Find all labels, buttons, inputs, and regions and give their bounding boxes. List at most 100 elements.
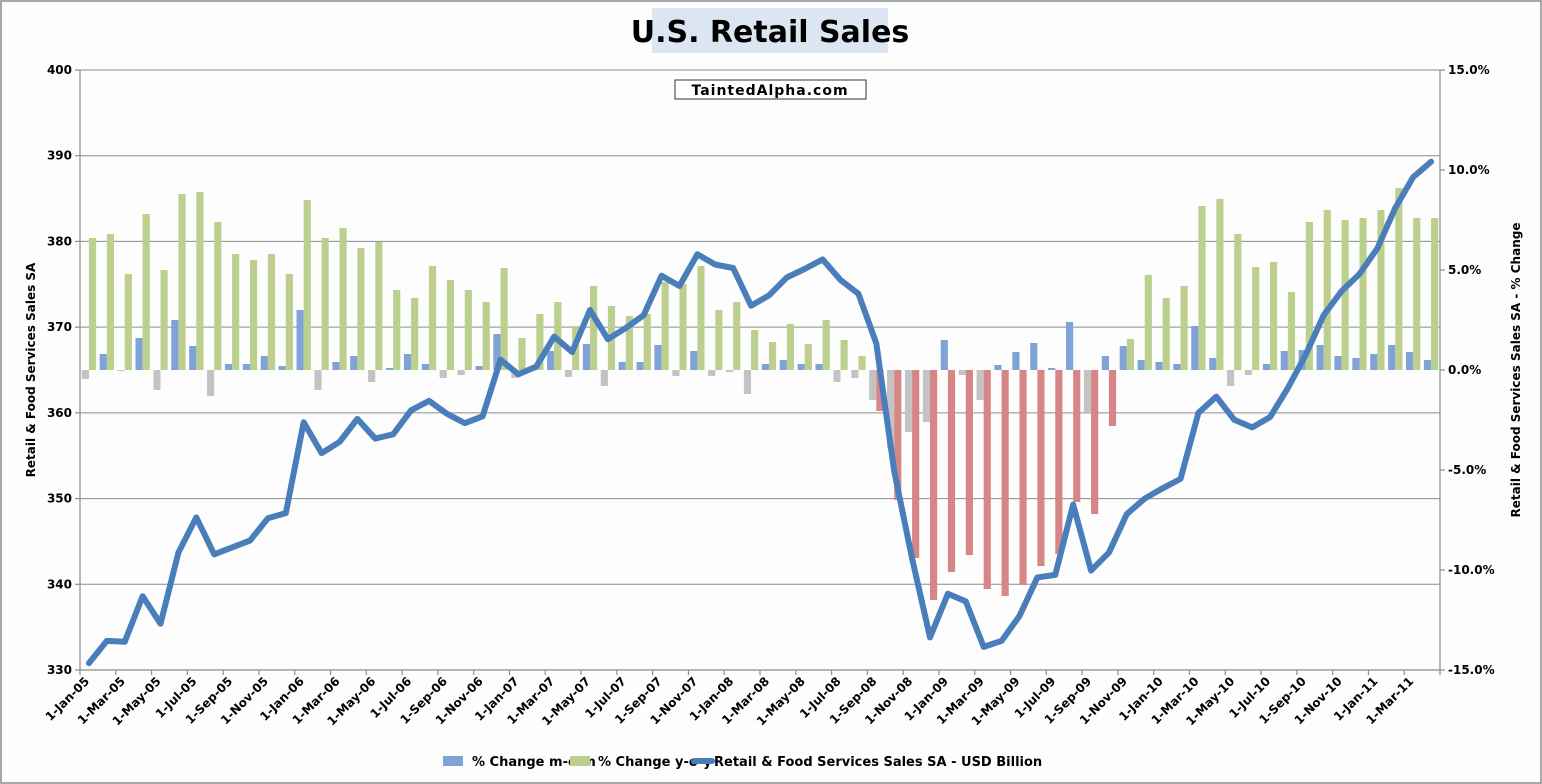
yoy-bar: [321, 238, 329, 370]
left-tick-label: 400: [47, 63, 72, 77]
yoy-bar: [214, 222, 222, 370]
mom-bar: [1244, 370, 1253, 375]
legend-item-mom[interactable]: % Change m-o-m: [443, 755, 596, 770]
yoy-bar: [661, 282, 669, 370]
yoy-bar: [1198, 206, 1206, 370]
mom-bar: [851, 370, 859, 378]
legend-item-sales[interactable]: Retail & Food Services Sales SA - USD Bi…: [691, 755, 1042, 770]
mom-bar: [815, 364, 823, 370]
yoy-bar: [1359, 218, 1367, 370]
yoy-bar: [840, 340, 848, 370]
legend-label-sales: Retail & Food Services Sales SA - USD Bi…: [714, 755, 1042, 770]
line-series: [85, 158, 1435, 667]
legend: % Change m-o-m % Change y-o-y Retail & F…: [443, 755, 1042, 770]
mom-bar: [350, 356, 358, 370]
yoy-bar: [285, 274, 293, 370]
mom-bar: [1388, 345, 1396, 370]
yoy-bar: [518, 338, 526, 370]
mom-bar: [403, 354, 412, 370]
mom-bar: [904, 370, 913, 432]
yoy-bar: [357, 248, 365, 370]
mom-bar: [314, 370, 322, 390]
mom-bar: [1280, 351, 1288, 370]
right-tick-label: -10.0%: [1448, 563, 1495, 577]
mom-bar: [976, 370, 984, 400]
yoy-bar: [1180, 286, 1188, 370]
yoy-bar: [804, 344, 812, 370]
yoy-bar: [1162, 298, 1170, 370]
yoy-bar: [786, 324, 794, 370]
yoy-bar: [232, 254, 240, 370]
yoy-bar: [393, 290, 401, 370]
mom-bar: [761, 364, 769, 370]
mom-bar: [618, 362, 626, 370]
bar-series: [81, 188, 1439, 600]
mom-bar: [1048, 368, 1056, 370]
left-axis-title: Retail & Food Services Sales SA: [24, 262, 38, 477]
mom-bar: [1423, 360, 1432, 370]
mom-bar: [1012, 352, 1020, 370]
mom-bar: [171, 320, 179, 370]
yoy-bar: [250, 260, 258, 370]
yoy-bar: [339, 228, 347, 370]
yoy-bar: [1305, 222, 1313, 370]
left-tick-label: 350: [47, 492, 72, 506]
yoy-bar: [464, 290, 472, 370]
mom-bar: [386, 368, 394, 370]
mom-bar: [1119, 346, 1127, 370]
yoy-bar: [124, 274, 132, 370]
yoy-bar: [1055, 370, 1063, 554]
yoy-bar: [1001, 370, 1009, 596]
mom-bar: [582, 344, 590, 370]
mom-bar: [296, 310, 304, 370]
mom-bar: [1191, 326, 1199, 370]
yoy-bar: [768, 342, 777, 370]
yoy-bar: [1287, 292, 1296, 370]
legend-swatch-yoy: [570, 756, 590, 766]
logo-text: TaintedAlpha.com: [691, 83, 848, 99]
yoy-bar: [1252, 267, 1260, 370]
yoy-bar: [1234, 234, 1242, 370]
mom-bar: [224, 364, 233, 370]
yoy-bar: [1144, 275, 1152, 370]
mom-bar: [1101, 356, 1109, 370]
mom-bar: [1316, 345, 1324, 370]
yoy-bar: [1073, 370, 1081, 502]
mom-bar: [564, 370, 573, 377]
yoy-bar: [482, 302, 490, 370]
mom-bar: [117, 370, 125, 371]
yoy-bar: [1431, 218, 1439, 370]
left-tick-label: 390: [47, 149, 72, 163]
right-tick-label: 0.0%: [1448, 363, 1481, 377]
yoy-bar: [142, 214, 150, 370]
yoy-bar: [1126, 339, 1134, 370]
left-tick-label: 370: [47, 320, 72, 334]
yoy-bar: [303, 200, 311, 370]
mom-bar: [600, 370, 608, 386]
yoy-bar: [1037, 370, 1045, 566]
yoy-bar: [1216, 199, 1224, 370]
mom-bar: [260, 356, 268, 370]
right-tick-label: 15.0%: [1448, 63, 1490, 77]
yoy-bar: [930, 370, 938, 600]
mom-bar: [797, 364, 805, 370]
legend-label-yoy: % Change y-o-y: [598, 755, 712, 770]
mom-bar: [672, 370, 680, 376]
yoy-bar: [697, 266, 705, 370]
yoy-bar: [1341, 220, 1349, 370]
mom-bar: [869, 370, 877, 400]
yoy-bar: [1323, 210, 1331, 370]
mom-bar: [743, 370, 752, 394]
title-background: [652, 8, 888, 53]
yoy-bar: [1377, 210, 1385, 370]
yoy-bar: [196, 192, 204, 370]
mom-bar: [135, 338, 143, 370]
mom-bar: [994, 365, 1002, 370]
legend-item-yoy[interactable]: % Change y-o-y: [570, 755, 712, 770]
mom-bar: [1227, 370, 1235, 386]
yoy-bar: [751, 330, 759, 370]
yoy-bar: [1413, 218, 1421, 370]
right-tick-label: -15.0%: [1448, 663, 1495, 677]
yoy-bar: [947, 370, 956, 572]
